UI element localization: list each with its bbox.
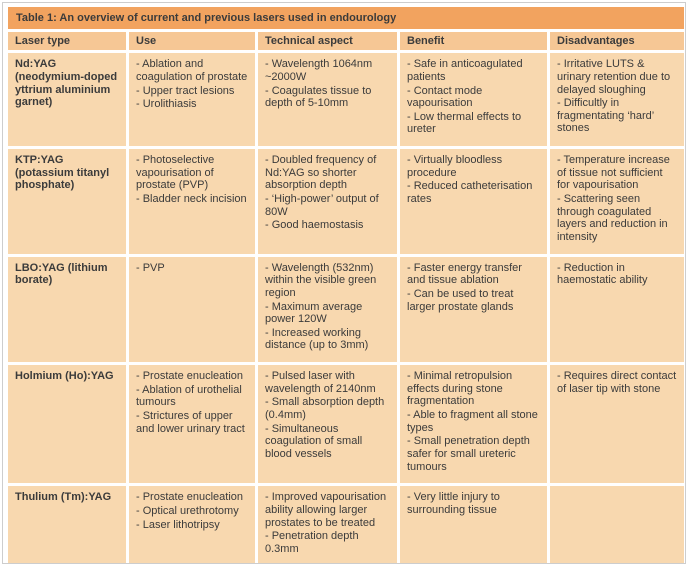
- laser-type-cell: KTP:YAG (potassium titanyl phosphate): [8, 149, 126, 254]
- column-header-4: Disadvantages: [550, 31, 685, 51]
- bullet-item: - Reduction in haemostatic ability: [557, 261, 648, 287]
- bullet-item: - Coagulates tissue to depth of 5-10mm: [265, 84, 372, 110]
- use-cell: - Prostate enucleation - Ablation of urot…: [129, 365, 255, 484]
- bullet-item: - Safe in anticoagulated patients: [407, 58, 523, 83]
- bullet-item: - Able to fragment all stone types: [407, 409, 538, 434]
- table-row: LBO:YAG (lithium borate) - PVP - Wavelengt…: [8, 256, 685, 363]
- benefit-cell: - Faster energy transfer and tissue abla…: [400, 256, 547, 363]
- bullet-item: - Ablation and coagulation of prostate: [136, 58, 248, 83]
- bullet-item: - Difficultly in fragmentating ‘hard’ st…: [557, 97, 654, 135]
- bullet-item: - Faster energy transfer and tissue abla…: [407, 261, 522, 287]
- bullet-item: - Urolithiasis: [136, 98, 197, 111]
- bullet-item: - Prostate enucleation: [136, 370, 244, 383]
- lasers-table: Table 1: An overview of current and prev…: [5, 4, 685, 563]
- column-header-2: Technical aspect: [258, 31, 397, 51]
- use-cell: - Photoselective vapourisation of prosta…: [129, 149, 255, 254]
- technical-aspect-cell: - Improved vapourisation ability allowin…: [258, 486, 397, 563]
- bullet-item: - Improved vapourisation ability allowin…: [265, 491, 387, 529]
- bullet-item: - Small absorption depth (0.4mm): [265, 396, 385, 422]
- bullet-item: - Reduced catheterisation rates: [407, 180, 533, 206]
- bullet-item: - Simultaneous coagulation of small bloo…: [265, 422, 363, 460]
- table-header-row: Laser type Use Technical aspect Benefit Disa…: [8, 31, 685, 51]
- laser-type-cell: Nd:YAG (neodymium-doped yttrium aluminiu…: [8, 53, 126, 147]
- table-title: Table 1: An overview of current and prev…: [8, 7, 685, 29]
- benefit-cell: - Safe in anticoagulated patients - Conta…: [400, 53, 547, 147]
- technical-aspect-cell: - Pulsed laser with wavelength of 2140nm…: [258, 365, 397, 484]
- table-row: KTP:YAG (potassium titanyl phosphate) - P…: [8, 149, 685, 254]
- technical-aspect-cell: - Wavelength 1064nm ~2000W - Coagulates t…: [258, 53, 397, 147]
- column-header-3: Benefit: [400, 31, 547, 51]
- laser-type-cell: Thulium (Tm):YAG: [8, 486, 126, 563]
- laser-type-cell: Holmium (Ho):YAG: [8, 365, 126, 484]
- bullet-item: - Bladder neck incision: [136, 193, 247, 206]
- bullet-item: - Good haemostasis: [265, 219, 364, 232]
- table-title-row: Table 1: An overview of current and prev…: [8, 7, 685, 29]
- bullet-item: - Wavelength 1064nm ~2000W: [265, 58, 373, 83]
- bullet-item: - PVP: [136, 261, 165, 274]
- bullet-item: - Minimal retropulsion effects during st…: [407, 370, 513, 408]
- technical-aspect-cell: - Wavelength (532nm) within the visible …: [258, 256, 397, 363]
- benefit-cell: - Very little injury to surrounding tiss…: [400, 486, 547, 563]
- use-cell: - Prostate enucleation - Optical urethrot…: [129, 486, 255, 563]
- disadvantages-cell: - Requires direct contact of laser tip w…: [550, 365, 685, 484]
- bullet-item: - Ablation of urothelial tumours: [136, 383, 242, 409]
- table-row: Thulium (Tm):YAG - Prostate enucleation - …: [8, 486, 685, 563]
- bullet-item: - Increased working distance (up to 3mm): [265, 326, 369, 352]
- table-body: Nd:YAG (neodymium-doped yttrium aluminiu…: [8, 53, 685, 563]
- bullet-item: - Irritative LUTS & urinary retention du…: [557, 58, 671, 96]
- bullet-item: - Scattering seen through coagulated lay…: [557, 193, 668, 243]
- bullet-item: - Wavelength (532nm) within the visible …: [265, 261, 377, 299]
- bullet-item: - Low thermal effects to ureter: [407, 110, 522, 136]
- bullet-item: - Prostate enucleation: [136, 491, 244, 504]
- use-cell: - Ablation and coagulation of prostate - …: [129, 53, 255, 147]
- benefit-cell: - Minimal retropulsion effects during st…: [400, 365, 547, 484]
- bullet-item: - ‘High-power’ output of 80W: [265, 193, 379, 218]
- table-row: Nd:YAG (neodymium-doped yttrium aluminiu…: [8, 53, 685, 147]
- column-header-0: Laser type: [8, 31, 126, 51]
- use-cell: - PVP: [129, 256, 255, 363]
- bullet-item: - Contact mode vapourisation: [407, 84, 483, 110]
- disadvantages-cell: - Temperature increase of tissue not suf…: [550, 149, 685, 254]
- bullet-item: - Optical urethrotomy: [136, 504, 239, 517]
- bullet-item: - Temperature increase of tissue not suf…: [557, 154, 670, 192]
- technical-aspect-cell: - Doubled frequency of Nd:YAG so shorter…: [258, 149, 397, 254]
- disadvantages-cell: [550, 486, 685, 563]
- bullet-item: - Penetration depth 0.3mm: [265, 530, 359, 555]
- bullet-item: - Very little injury to surrounding tiss…: [407, 491, 500, 516]
- bullet-item: - Maximum average power 120W: [265, 300, 363, 326]
- table-row: Holmium (Ho):YAG - Prostate enucleation - …: [8, 365, 685, 484]
- laser-type-cell: LBO:YAG (lithium borate): [8, 256, 126, 363]
- bullet-item: - Pulsed laser with wavelength of 2140nm: [265, 370, 376, 395]
- bullet-item: - Photoselective vapourisation of prosta…: [136, 154, 215, 192]
- bullet-item: - Laser lithotripsy: [136, 518, 220, 531]
- column-header-1: Use: [129, 31, 255, 51]
- bullet-item: - Upper tract lesions: [136, 84, 235, 97]
- disadvantages-cell: - Reduction in haemostatic ability: [550, 256, 685, 363]
- bullet-item: - Strictures of upper and lower urinary …: [136, 410, 245, 435]
- bullet-item: - Doubled frequency of Nd:YAG so shorter…: [265, 154, 377, 192]
- bullet-item: - Requires direct contact of laser tip w…: [557, 370, 677, 395]
- bullet-item: - Can be used to treat larger prostate g…: [407, 287, 514, 313]
- benefit-cell: - Virtually bloodless procedure - Reduced…: [400, 149, 547, 254]
- disadvantages-cell: - Irritative LUTS & urinary retention du…: [550, 53, 685, 147]
- bullet-item: - Small penetration depth safer for smal…: [407, 435, 530, 473]
- bullet-item: - Virtually bloodless procedure: [407, 154, 503, 179]
